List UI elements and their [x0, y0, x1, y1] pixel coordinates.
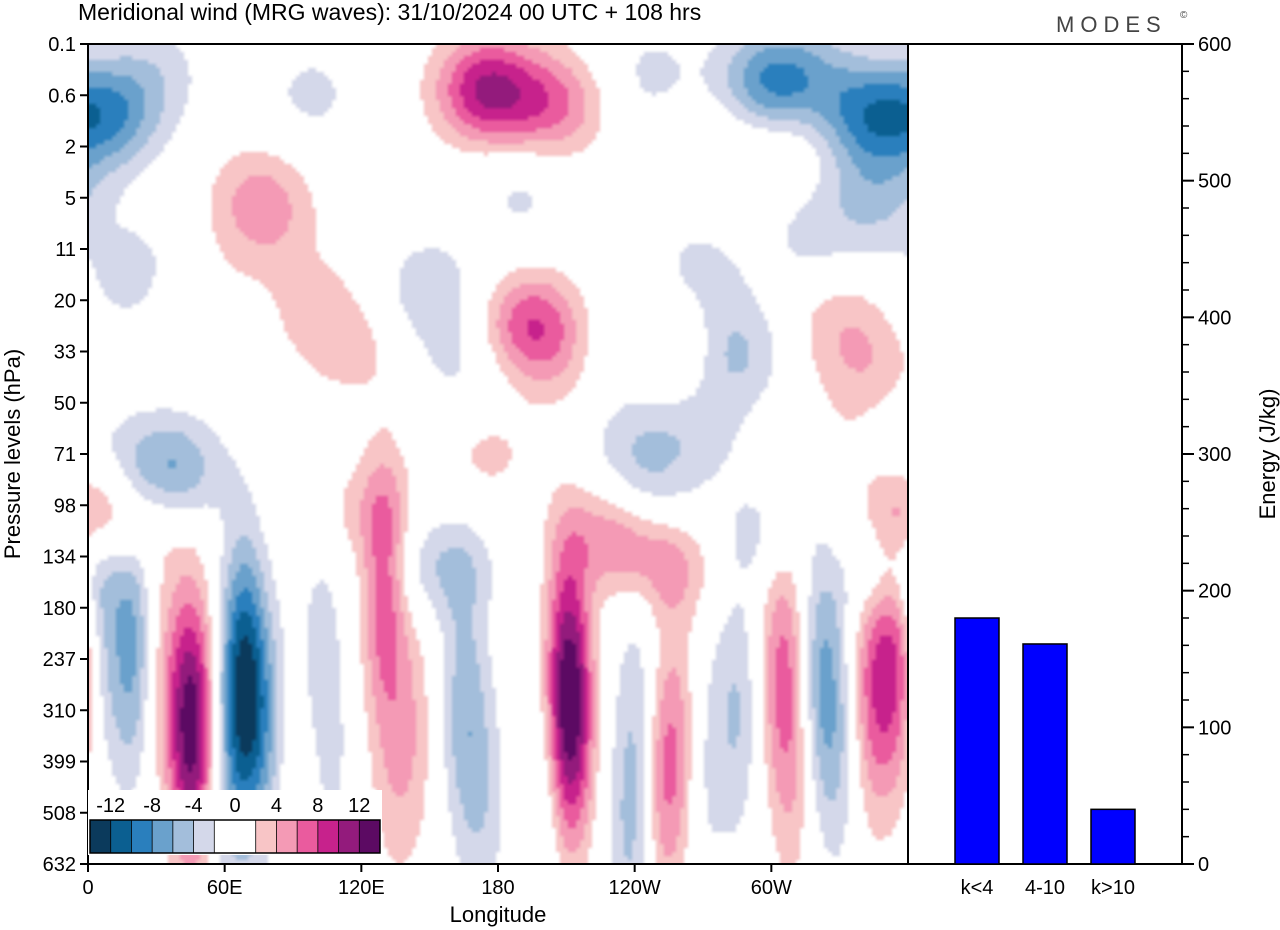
energy-bar: [1022, 643, 1068, 865]
colorbar-swatch: [297, 820, 319, 853]
colorbar-swatch: [359, 820, 381, 853]
heatmap-panel: 0.1 0.6 2 5 11 20 33 50 71 98 134 180 237 310 399 508 63…: [0, 34, 909, 927]
pressure-tick-label: 134: [43, 547, 76, 569]
energy-axis-label: Energy (J/kg): [1255, 389, 1280, 520]
colorbar-label: 8: [312, 795, 323, 817]
longitude-tick-label: 60W: [751, 877, 792, 899]
colorbar-swatch: [90, 820, 112, 853]
colorbar-swatch: [317, 820, 340, 853]
colorbar-swatch: [193, 820, 215, 853]
colorbar-label: -4: [185, 795, 203, 817]
colorbar-swatch: [131, 820, 153, 853]
pressure-tick-label: 180: [43, 598, 76, 620]
energy-tick-label: 100: [1198, 717, 1231, 739]
colorbar-swatch: [276, 820, 298, 853]
y-axis-label: Pressure levels (hPa): [0, 349, 25, 559]
energy-bar-label: k<4: [961, 877, 994, 899]
energy-tick-label: 500: [1198, 171, 1231, 193]
heatmap-field: [88, 44, 908, 864]
energy-tick-label: 0: [1198, 854, 1209, 876]
colorbar-label: -12: [96, 795, 125, 817]
pressure-tick-label: 399: [43, 752, 76, 774]
pressure-tick-label: 50: [54, 393, 76, 415]
colorbar-label: 0: [229, 795, 240, 817]
pressure-tick-label: 632: [43, 854, 76, 876]
energy-bar: [954, 617, 1000, 865]
pressure-tick-label: 310: [43, 700, 76, 722]
longitude-tick-label: 120E: [338, 877, 385, 899]
colorbar-swatch: [172, 820, 195, 853]
energy-bar-label: k>10: [1091, 877, 1135, 899]
colorbar-label: 12: [348, 795, 370, 817]
energy-panel: 0 100 200 300 400 500 600 k<4 4-10 k>10 Energy (…: [907, 34, 1280, 899]
colorbar-frame: [89, 819, 381, 854]
wavenumber-labels: k<4 4-10 k>10: [961, 877, 1135, 899]
pressure-tick-label: 5: [65, 188, 76, 210]
colorbar-swatch: [214, 820, 236, 853]
logo-mark: ©: [1180, 10, 1188, 21]
energy-tick-label: 200: [1198, 581, 1231, 603]
pressure-tick-label: 0.1: [48, 34, 76, 56]
energy-bars: [954, 617, 1136, 865]
pressure-tick-label: 33: [54, 342, 76, 364]
pressure-tick-label: 20: [54, 290, 76, 312]
longitude-axis: 0 60E 120E 180 120W 60W: [82, 864, 792, 899]
pressure-tick-label: 71: [54, 444, 76, 466]
colorbar-swatch: [152, 820, 174, 853]
energy-bar: [1090, 808, 1136, 865]
colorbar-swatch: [255, 820, 277, 853]
pressure-tick-label: 2: [65, 137, 76, 159]
longitude-tick-label: 120W: [609, 877, 661, 899]
longitude-tick-label: 0: [82, 877, 93, 899]
pressure-tick-label: 0.6: [48, 85, 76, 107]
colorbar-swatch: [110, 820, 132, 853]
colorbar-label: -8: [143, 795, 161, 817]
pressure-tick-label: 508: [43, 803, 76, 825]
energy-tick-label: 400: [1198, 307, 1231, 329]
pressure-axis: 0.1 0.6 2 5 11 20 33 50 71 98 134 180 237 310 399 508 63…: [43, 34, 88, 876]
colorbar-swatch: [235, 820, 257, 853]
energy-tick-label: 600: [1198, 34, 1231, 56]
longitude-tick-label: 60E: [207, 877, 243, 899]
pressure-tick-label: 237: [43, 649, 76, 671]
colorbar-swatch: [338, 820, 360, 853]
chart-title: Meridional wind (MRG waves): 31/10/2024 …: [78, 0, 701, 25]
pressure-tick-label: 98: [54, 495, 76, 517]
energy-tick-label: 300: [1198, 444, 1231, 466]
longitude-tick-label: 180: [481, 877, 514, 899]
pressure-tick-label: 11: [55, 239, 76, 261]
colorbar: -12 -8 -4 0 4 8 12: [88, 790, 382, 855]
energy-axis: 0 100 200 300 400 500 600: [1182, 34, 1231, 876]
x-axis-label: Longitude: [450, 902, 547, 927]
modes-logo: MODES: [1056, 12, 1167, 37]
colorbar-label: 4: [271, 795, 282, 817]
energy-bar-label: 4-10: [1025, 877, 1065, 899]
